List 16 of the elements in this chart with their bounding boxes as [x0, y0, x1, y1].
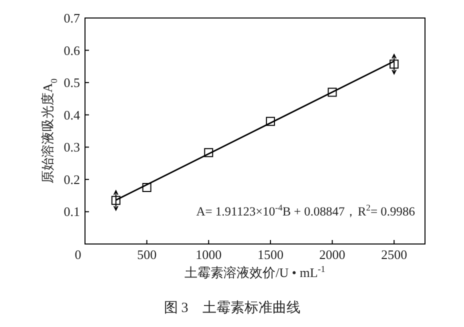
- caption: 图 3 土霉素标准曲线: [164, 300, 300, 316]
- x-tick-label: 0: [74, 247, 82, 262]
- x-axis-title: 土霉素溶液效价/U • mL$^{-1}$: [184, 264, 326, 280]
- x-tick-label: 1500: [257, 247, 284, 262]
- y-tick-label: 0.7: [64, 10, 80, 26]
- y-tick-label: 0.2: [64, 172, 80, 187]
- y-tick-label: 0.1: [64, 204, 80, 220]
- y-tick-label: 0.5: [64, 75, 80, 90]
- x-tick-label: 2500: [381, 247, 408, 262]
- y-tick-label: 0.3: [64, 140, 80, 155]
- annotation: A= 1.91123×10$^{-4}$B + 0.08847，R$^{2}$= 0.9986: [196, 202, 415, 219]
- x-tick-label: 2000: [319, 247, 346, 262]
- x-tick-label: 1000: [196, 247, 222, 262]
- y-tick-label: 0.6: [64, 42, 80, 58]
- x-tick-label: 500: [137, 247, 157, 262]
- y-tick-label: 0.4: [64, 107, 80, 122]
